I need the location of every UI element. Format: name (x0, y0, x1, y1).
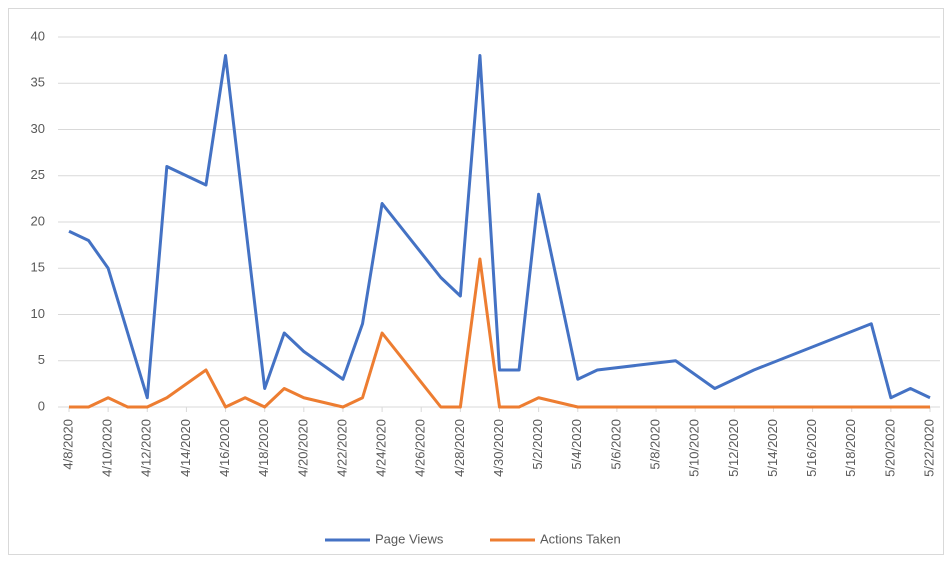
x-tick-label: 4/26/2020 (413, 419, 428, 477)
x-tick-label: 5/16/2020 (804, 419, 819, 477)
x-tick-label: 4/18/2020 (256, 419, 271, 477)
x-tick-label: 5/6/2020 (608, 419, 623, 470)
x-tick-label: 4/20/2020 (295, 419, 310, 477)
x-tick-label: 5/4/2020 (569, 419, 584, 470)
x-tick-label: 5/22/2020 (921, 419, 936, 477)
x-tick-label: 4/30/2020 (491, 419, 506, 477)
y-tick-label: 40 (31, 28, 45, 43)
y-tick-label: 25 (31, 167, 45, 182)
y-tick-label: 20 (31, 213, 45, 228)
x-tick-label: 5/8/2020 (647, 419, 662, 470)
x-tick-label: 5/20/2020 (882, 419, 897, 477)
x-tick-label: 5/10/2020 (687, 419, 702, 477)
x-tick-label: 5/14/2020 (765, 419, 780, 477)
x-tick-label: 5/12/2020 (726, 419, 741, 477)
y-tick-label: 35 (31, 75, 45, 90)
y-tick-label: 10 (31, 306, 45, 321)
x-tick-label: 4/28/2020 (452, 419, 467, 477)
y-tick-label: 15 (31, 260, 45, 275)
x-tick-label: 5/2/2020 (530, 419, 545, 470)
x-tick-label: 4/22/2020 (334, 419, 349, 477)
x-tick-label: 4/14/2020 (178, 419, 193, 477)
y-tick-label: 0 (38, 398, 45, 413)
x-tick-label: 4/16/2020 (217, 419, 232, 477)
legend-label: Page Views (375, 531, 444, 546)
x-tick-label: 5/18/2020 (843, 419, 858, 477)
y-tick-label: 30 (31, 121, 45, 136)
x-tick-label: 4/10/2020 (100, 419, 115, 477)
legend-label: Actions Taken (540, 531, 621, 546)
x-tick-label: 4/24/2020 (374, 419, 389, 477)
x-tick-label: 4/8/2020 (60, 419, 75, 470)
series-line (69, 257, 930, 409)
x-tick-label: 4/12/2020 (139, 419, 154, 477)
y-tick-label: 5 (38, 352, 45, 367)
series-line (68, 54, 931, 400)
